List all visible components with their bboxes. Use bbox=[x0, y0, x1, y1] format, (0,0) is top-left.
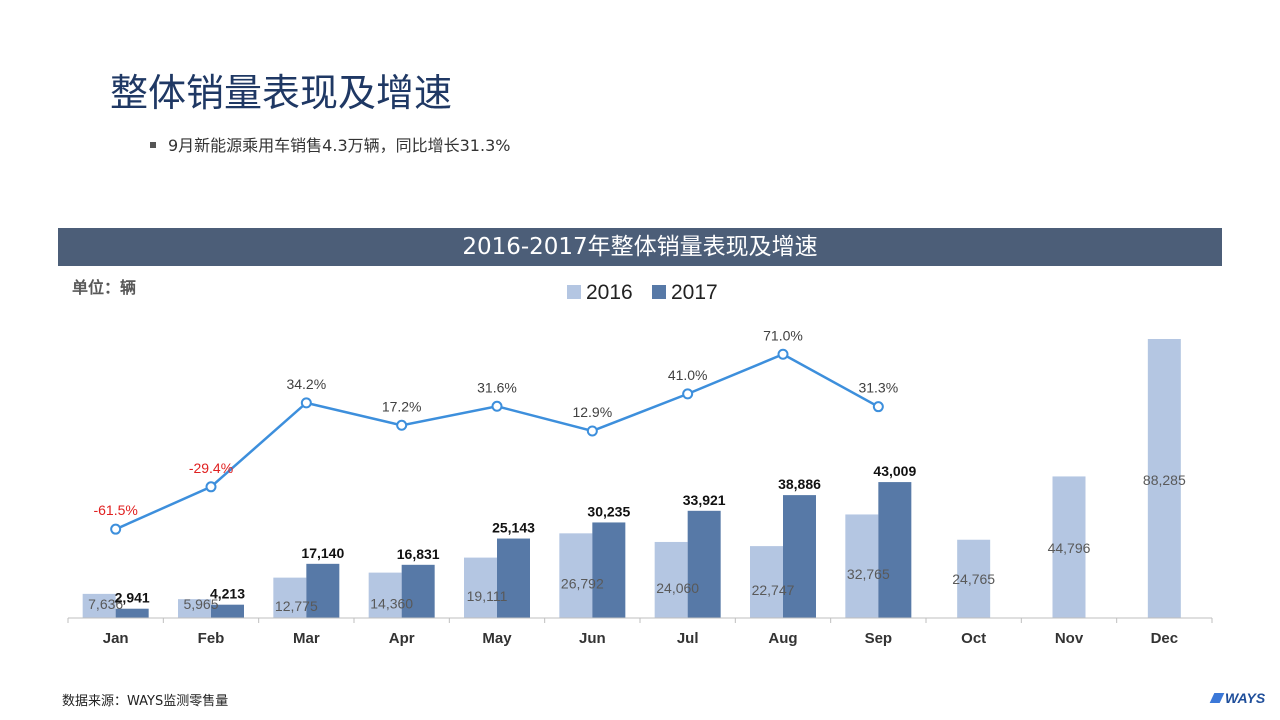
bar-2017-value-label: 38,886 bbox=[778, 476, 821, 492]
growth-value-label: -29.4% bbox=[189, 460, 233, 476]
bar-2017-value-label: 43,009 bbox=[873, 463, 916, 479]
logo-mark-icon bbox=[1209, 693, 1225, 704]
bar-2016-value-label: 19,111 bbox=[467, 588, 508, 604]
growth-point bbox=[300, 397, 312, 409]
logo-text: WAYS bbox=[1225, 690, 1266, 706]
growth-value-label: 17.2% bbox=[382, 398, 422, 414]
x-tick-label: Mar bbox=[293, 630, 320, 647]
bar-2016-value-label: 7,636 bbox=[88, 596, 123, 612]
growth-point bbox=[396, 419, 408, 431]
bar-2016-value-label: 12,775 bbox=[275, 598, 318, 614]
growth-value-label: -61.5% bbox=[93, 502, 137, 518]
data-source-note: 数据来源：WAYS监测零售量 bbox=[62, 694, 229, 709]
bar-2017-value-label: 25,143 bbox=[492, 520, 535, 536]
x-tick-label: Nov bbox=[1055, 630, 1084, 647]
legend-label: 2017 bbox=[671, 281, 718, 304]
bar-2016 bbox=[273, 577, 307, 618]
x-tick-label: Aug bbox=[768, 630, 797, 647]
bar-2016-value-label: 24,765 bbox=[952, 571, 995, 587]
bar-2016-value-label: 32,765 bbox=[847, 566, 890, 582]
growth-value-label: 71.0% bbox=[763, 327, 803, 343]
bar-2016 bbox=[178, 599, 211, 618]
legend-swatch bbox=[567, 285, 581, 299]
chart-legend: 2016 2017 bbox=[567, 281, 718, 304]
bar-2017 bbox=[115, 608, 149, 618]
bar-2017-value-label: 17,140 bbox=[301, 545, 344, 561]
growth-value-label: 34.2% bbox=[286, 376, 326, 392]
unit-label: 单位：辆 bbox=[72, 278, 137, 297]
series-2017-bars bbox=[115, 482, 912, 618]
growth-value-label: 31.6% bbox=[477, 379, 517, 395]
x-tick-label: May bbox=[482, 630, 512, 647]
page-title: 整体销量表现及增速 bbox=[110, 71, 453, 115]
growth-rate-line: -61.5% -29.4% 34.2% 17.2% 31.6% 12.9% 41.0% 71.… bbox=[93, 327, 898, 535]
bar-2016 bbox=[559, 533, 593, 618]
growth-point bbox=[682, 388, 694, 400]
bar-2016-value-label: 14,360 bbox=[370, 595, 413, 611]
x-tick-label: Apr bbox=[389, 630, 415, 647]
bar-2017 bbox=[211, 604, 244, 618]
bar-2016 bbox=[957, 539, 991, 618]
bar-2016-value-label: 5,965 bbox=[183, 596, 218, 612]
bar-2017 bbox=[878, 482, 912, 618]
bar-2016-value-label: 88,285 bbox=[1143, 472, 1186, 488]
bar-2017 bbox=[497, 538, 530, 618]
bar-2016 bbox=[82, 593, 116, 618]
legend-swatch bbox=[652, 285, 666, 299]
bar-2017-value-label: 16,831 bbox=[397, 546, 440, 562]
growth-value-label: 31.3% bbox=[858, 380, 898, 396]
x-tick-label: Dec bbox=[1151, 630, 1179, 647]
bar-2017-value-label: 33,921 bbox=[683, 492, 726, 508]
bullet-note: 9月新能源乘用车销售4.3万辆，同比增长31.3% bbox=[150, 132, 510, 156]
bullet-square-icon bbox=[150, 141, 156, 148]
series-2016-bars bbox=[82, 339, 1181, 618]
bar-2016-value-label: 22,747 bbox=[752, 582, 795, 598]
x-tick-label: Sep bbox=[865, 630, 893, 647]
ways-logo: WAYS bbox=[1209, 690, 1266, 706]
chart-title-banner: 2016-2017年整体销量表现及增速 bbox=[58, 228, 1222, 266]
growth-value-label: 12.9% bbox=[572, 404, 612, 420]
bar-2017 bbox=[306, 563, 340, 618]
bar-2016 bbox=[845, 514, 879, 618]
bar-2016 bbox=[368, 572, 402, 618]
growth-point bbox=[205, 481, 217, 493]
bar-2017-value-label: 2,941 bbox=[115, 590, 150, 606]
growth-point bbox=[777, 348, 789, 360]
growth-point bbox=[586, 425, 598, 437]
bar-2017-value-label: 4,213 bbox=[210, 586, 245, 602]
x-axis: Jan Feb Mar Apr May Jun Jul Aug Sep Oct Nov Dec bbox=[67, 617, 1213, 647]
bar-2017 bbox=[401, 564, 435, 618]
x-tick-label: Feb bbox=[198, 630, 225, 647]
bar-2016-value-label: 44,796 bbox=[1048, 540, 1091, 556]
bar-2016 bbox=[464, 557, 497, 618]
growth-point bbox=[110, 523, 122, 535]
legend-label: 2016 bbox=[586, 281, 633, 304]
bar-2016 bbox=[654, 541, 688, 618]
bar-2017 bbox=[687, 510, 721, 618]
x-tick-label: Jul bbox=[677, 630, 699, 647]
bar-2016-value-label: 24,060 bbox=[656, 580, 699, 596]
bar-2016 bbox=[1052, 476, 1086, 618]
bar-2017 bbox=[783, 495, 816, 618]
x-tick-label: Jun bbox=[579, 630, 606, 647]
bar-2016 bbox=[1147, 339, 1181, 618]
growth-point bbox=[872, 401, 884, 413]
growth-value-label: 41.0% bbox=[668, 367, 708, 383]
bar-2017 bbox=[592, 522, 626, 618]
bar-2016 bbox=[750, 546, 783, 618]
x-tick-label: Oct bbox=[961, 630, 986, 647]
bar-2017-value-label: 30,235 bbox=[587, 503, 630, 519]
growth-point bbox=[491, 400, 503, 412]
x-tick-label: Jan bbox=[103, 630, 129, 647]
bar-2016-value-label: 26,792 bbox=[561, 576, 604, 592]
bullet-text: 9月新能源乘用车销售4.3万辆，同比增长31.3% bbox=[168, 136, 511, 155]
